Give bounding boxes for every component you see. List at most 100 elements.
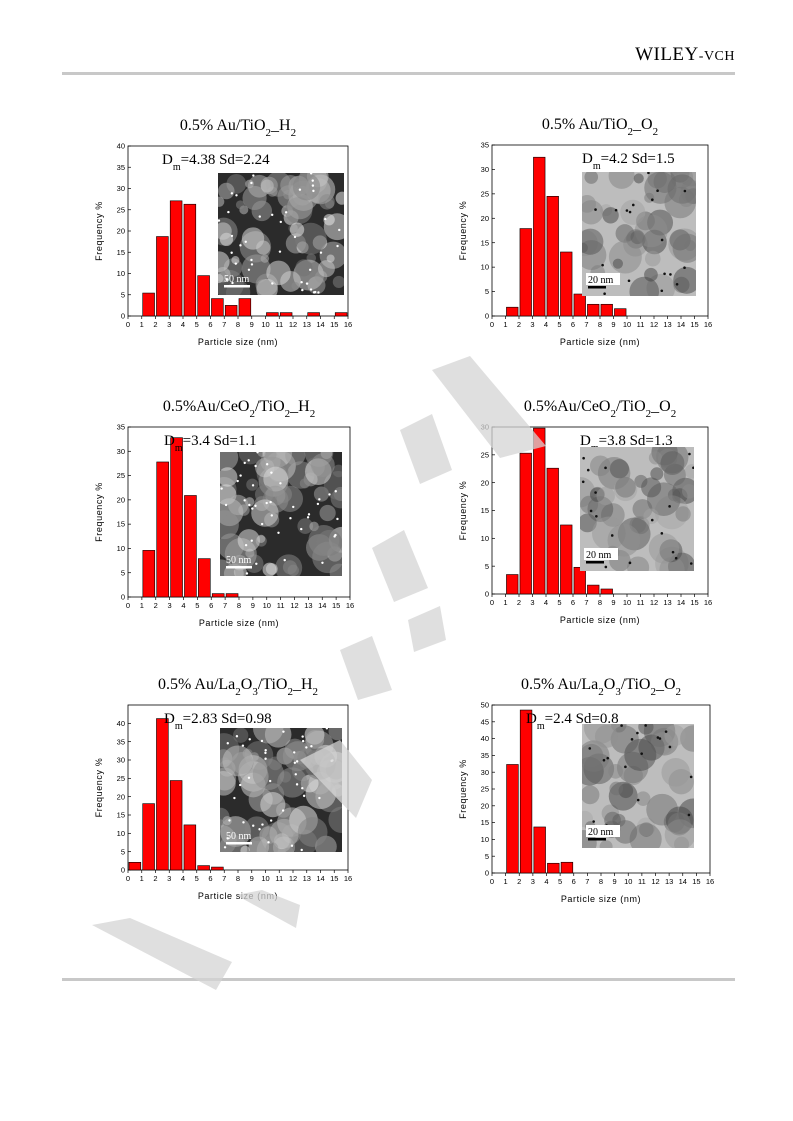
histogram-bar: [587, 303, 600, 317]
x-tick-label: 15: [690, 598, 698, 607]
y-tick-label: 0: [485, 590, 489, 599]
x-tick-label: 10: [623, 320, 631, 329]
x-tick-label: 15: [692, 877, 700, 886]
x-tick-label: 9: [250, 874, 254, 883]
x-tick-label: 5: [558, 877, 562, 886]
histogram-bar: [573, 566, 586, 595]
histogram-bar: [519, 709, 533, 874]
y-tick-label: 40: [117, 719, 125, 728]
histogram-bar: [546, 467, 559, 595]
x-tick-label: 13: [665, 877, 673, 886]
y-tick-label: 0: [485, 312, 489, 321]
x-tick-label: 3: [167, 874, 171, 883]
tem-micrograph-image: [582, 724, 694, 848]
scale-bar-label: 20 nm: [588, 275, 614, 286]
histogram-bar: [197, 275, 210, 317]
y-axis-label: Frequency %: [458, 759, 468, 819]
x-tick-label: 3: [530, 320, 534, 329]
x-axis-label: Particle size (nm): [198, 337, 278, 347]
y-tick-label: 5: [121, 568, 125, 577]
x-tick-label: 0: [126, 874, 130, 883]
chart-title: 0.5% Au/TiO2_O2: [542, 116, 658, 138]
y-tick-label: 50: [481, 701, 489, 710]
x-tick-label: 6: [571, 320, 575, 329]
histogram-bar: [211, 593, 225, 598]
y-tick-label: 20: [481, 801, 489, 810]
scale-label-background: [584, 548, 618, 560]
histogram-bar: [560, 861, 574, 874]
x-tick-label: 15: [330, 320, 338, 329]
dm-sd-annotation: Dm=3.4 Sd=1.1: [164, 433, 257, 454]
histogram-bar: [128, 862, 142, 871]
x-tick-label: 5: [195, 874, 199, 883]
histogram-bar: [519, 452, 532, 595]
x-tick-label: 1: [503, 598, 507, 607]
scale-bar: [588, 838, 606, 841]
x-tick-label: 13: [663, 598, 671, 607]
x-axis-label: Particle size (nm): [560, 337, 640, 347]
histogram-bar: [573, 293, 586, 317]
x-tick-label: 3: [168, 601, 172, 610]
histogram-bar: [506, 574, 519, 595]
histogram-panel-au-la2o3-tio2-h2: 0.5% Au/La2O3/TiO2_H2 0 5 10 15 20 25 30 35 40 0 1 2…: [92, 675, 362, 925]
publisher-logo: WILEY-VCH: [635, 44, 735, 65]
histogram-bar: [506, 306, 519, 317]
y-tick-label: 25: [481, 450, 489, 459]
histogram-bar: [184, 495, 197, 598]
histogram-bar: [183, 203, 197, 317]
histogram-bar: [170, 437, 183, 598]
scale-bar: [226, 566, 252, 569]
histogram-bar: [307, 312, 320, 317]
histogram-bar: [142, 292, 155, 317]
x-tick-label: 7: [584, 598, 588, 607]
x-tick-label: 13: [663, 320, 671, 329]
x-tick-label: 16: [704, 598, 712, 607]
y-tick-label: 35: [117, 737, 125, 746]
histogram-bar: [546, 196, 559, 317]
tem-micrograph-image: [218, 173, 344, 295]
x-tick-label: 3: [530, 598, 534, 607]
scale-bar-label: 50 nm: [224, 274, 250, 285]
x-tick-label: 16: [346, 601, 354, 610]
scale-bar-label: 50 nm: [226, 555, 252, 566]
histogram-bar: [533, 427, 546, 595]
histogram-bar: [156, 461, 169, 598]
x-tick-label: 15: [330, 874, 338, 883]
x-tick-label: 16: [704, 320, 712, 329]
y-tick-label: 5: [121, 847, 125, 856]
y-tick-label: 0: [121, 593, 125, 602]
y-tick-label: 40: [117, 142, 125, 151]
x-axis-label: Particle size (nm): [560, 615, 640, 625]
histogram-bar: [600, 588, 613, 595]
x-tick-label: 9: [250, 320, 254, 329]
histogram-bar: [334, 312, 348, 317]
x-tick-label: 10: [624, 877, 632, 886]
y-tick-label: 5: [485, 562, 489, 571]
dm-sd-annotation: Dm=4.2 Sd=1.5: [582, 151, 675, 172]
x-tick-label: 12: [289, 874, 297, 883]
y-tick-label: 10: [117, 829, 125, 838]
x-tick-label: 11: [277, 601, 285, 610]
x-tick-label: 12: [650, 598, 658, 607]
histogram-bar: [156, 718, 169, 871]
scale-bar: [586, 561, 604, 564]
x-tick-label: 6: [571, 598, 575, 607]
x-tick-label: 13: [303, 874, 311, 883]
x-tick-label: 2: [517, 598, 521, 607]
histogram-bar: [600, 303, 613, 317]
scale-bar: [226, 842, 252, 845]
chart-title: 0.5% Au/La2O3/TiO2_O2: [521, 676, 681, 698]
chart-title: 0.5%Au/CeO2/TiO2_O2: [524, 398, 676, 420]
x-tick-label: 9: [251, 601, 255, 610]
y-tick-label: 25: [117, 774, 125, 783]
y-tick-label: 45: [481, 717, 489, 726]
histogram-bar: [142, 550, 156, 598]
x-tick-label: 9: [611, 320, 615, 329]
x-tick-label: 7: [222, 874, 226, 883]
x-tick-label: 14: [316, 874, 324, 883]
dm-sd-annotation: Dm=2.83 Sd=0.98: [164, 711, 272, 732]
histogram-bar: [614, 308, 627, 317]
chart-title: 0.5% Au/TiO2_H2: [180, 117, 296, 139]
